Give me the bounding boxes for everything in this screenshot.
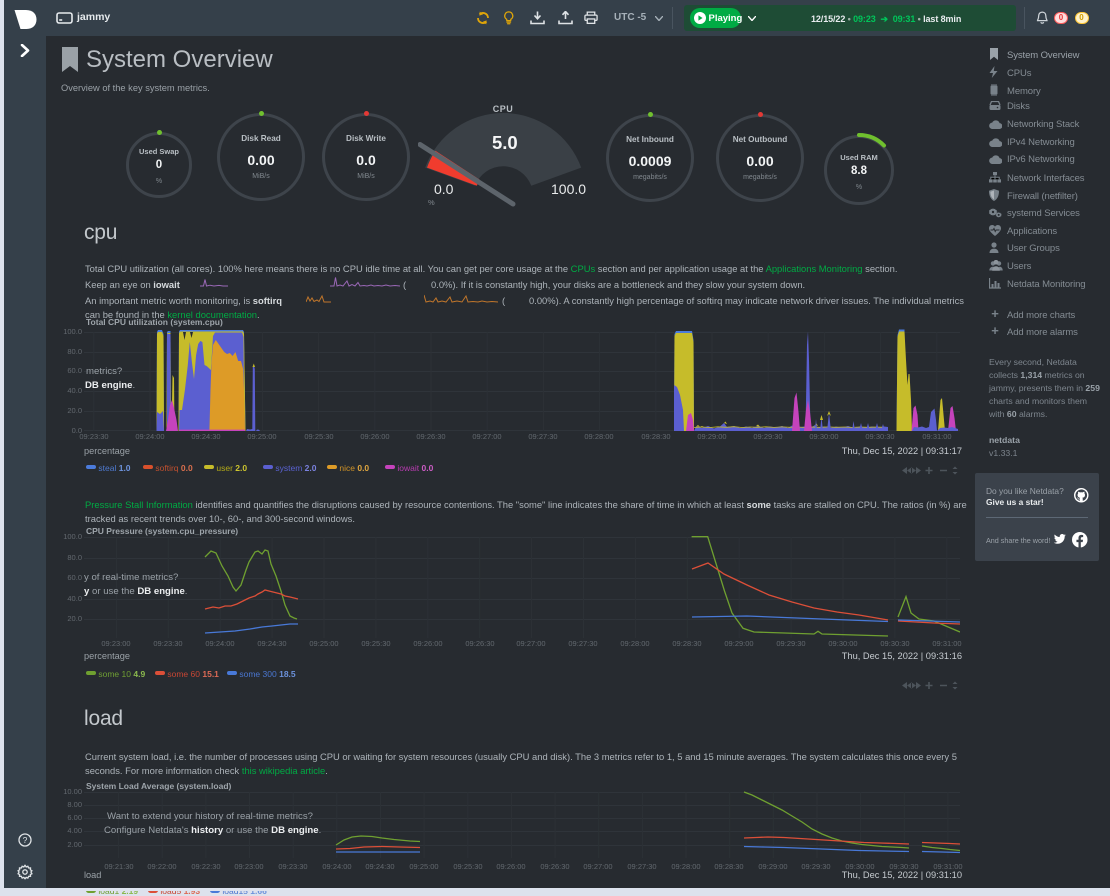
svg-text:?: ?: [23, 835, 28, 845]
